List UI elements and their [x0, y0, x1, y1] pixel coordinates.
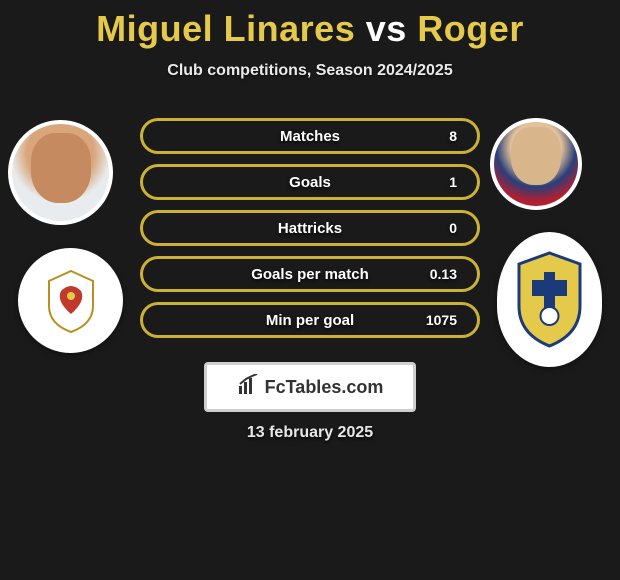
- vs-text: vs: [366, 8, 407, 49]
- stat-label: Goals: [289, 174, 331, 191]
- stat-row-min-per-goal: Min per goal 1075: [140, 302, 480, 338]
- player1-avatar: [8, 120, 113, 225]
- date-text: 13 february 2025: [0, 424, 620, 442]
- stat-label: Goals per match: [251, 266, 369, 283]
- branding-logo-icon: [237, 374, 259, 401]
- player1-name: Miguel Linares: [96, 8, 355, 49]
- stat-row-goals-per-match: Goals per match 0.13: [140, 256, 480, 292]
- stat-value-right: 0: [427, 220, 457, 236]
- stat-row-matches: Matches 8: [140, 118, 480, 154]
- avatar-head-icon: [511, 127, 561, 185]
- stat-value-right: 1075: [426, 312, 457, 328]
- stat-row-goals: Goals 1: [140, 164, 480, 200]
- player2-club-crest: [497, 232, 602, 367]
- branding-box: FcTables.com: [204, 362, 416, 412]
- stat-label: Min per goal: [266, 312, 354, 329]
- crest-icon: [41, 266, 101, 336]
- player2-avatar: [490, 118, 582, 210]
- stat-value-right: 1: [427, 174, 457, 190]
- stat-label: Hattricks: [278, 220, 342, 237]
- stat-label: Matches: [280, 128, 340, 145]
- stat-bars: Matches 8 Goals 1 Hattricks 0 Goals per …: [140, 118, 480, 348]
- stat-value-right: 0.13: [427, 266, 457, 282]
- avatar-head-icon: [31, 133, 91, 203]
- crest-icon: [512, 250, 587, 350]
- comparison-card: Miguel Linares vs Roger Club competition…: [0, 0, 620, 580]
- player2-name: Roger: [417, 8, 524, 49]
- page-title: Miguel Linares vs Roger: [0, 0, 620, 50]
- branding-text: FcTables.com: [265, 377, 384, 398]
- player1-club-crest: [18, 248, 123, 353]
- stat-row-hattricks: Hattricks 0: [140, 210, 480, 246]
- stat-value-right: 8: [427, 128, 457, 144]
- subtitle: Club competitions, Season 2024/2025: [0, 62, 620, 80]
